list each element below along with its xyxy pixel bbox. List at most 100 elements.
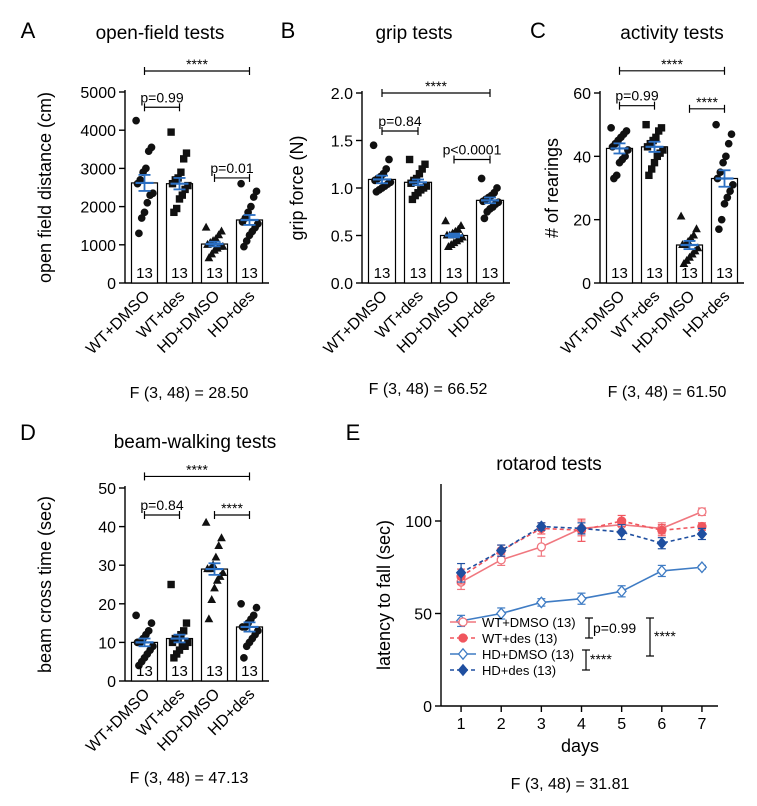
y-tick-label: 50	[98, 481, 116, 498]
data-point	[242, 642, 251, 651]
comparison-label: ****	[186, 56, 208, 72]
x-tick-label: 5	[617, 716, 626, 733]
comparison-label: p=0.99	[615, 88, 658, 104]
legend-label: HD+des (13)	[482, 663, 556, 678]
data-point	[372, 187, 381, 196]
f-statistic: F (3, 48) = 31.81	[511, 776, 630, 793]
comparison-label: p=0.01	[210, 160, 253, 176]
y-tick-label: 0.0	[331, 276, 353, 293]
series-point	[455, 566, 467, 580]
data-point	[135, 661, 143, 670]
x-tick-label: 3	[537, 716, 546, 733]
panel-title: rotarod tests	[496, 454, 602, 475]
n-label: 13	[611, 265, 628, 282]
data-point	[642, 120, 650, 129]
legend-marker	[457, 647, 469, 661]
n-label: 13	[446, 265, 463, 282]
series-point	[536, 542, 547, 552]
data-point	[729, 180, 737, 189]
y-tick-label: 2000	[80, 200, 116, 217]
series-point	[696, 561, 708, 574]
n-label: 13	[241, 265, 258, 282]
y-tick-label: 2.0	[331, 86, 353, 103]
comparison-label: ****	[221, 500, 243, 516]
n-label: 13	[482, 265, 499, 282]
data-point	[210, 583, 219, 592]
n-label: 13	[136, 663, 153, 680]
x-axis-title: days	[561, 736, 599, 756]
data-point	[212, 575, 222, 584]
data-point	[214, 541, 224, 549]
comparison-label: ****	[425, 78, 447, 94]
comparison-label: ****	[186, 461, 208, 477]
n-label: 13	[374, 265, 391, 282]
data-point	[480, 214, 489, 223]
data-point	[719, 158, 727, 167]
x-tick-label: 1	[457, 716, 466, 733]
y-tick-label: 0	[423, 699, 432, 716]
data-point	[441, 216, 450, 225]
series-point	[576, 592, 587, 605]
y-tick-label: 0	[582, 276, 591, 293]
y-tick-label: 10	[98, 635, 116, 652]
data-point	[147, 619, 156, 627]
comparison-label: p<0.0001	[443, 142, 502, 158]
data-point	[180, 155, 188, 163]
data-point	[207, 595, 217, 603]
series-point	[495, 544, 507, 557]
data-point	[645, 171, 653, 180]
y-tick-label: 1000	[80, 238, 116, 255]
y-tick-label: 0	[107, 276, 116, 293]
y-tick-label: 5000	[80, 85, 116, 102]
annotation-label: ****	[590, 651, 612, 667]
annotation-label: ****	[654, 628, 676, 644]
f-statistic: F (3, 48) = 61.50	[608, 384, 727, 401]
data-point	[143, 198, 152, 207]
n-label: 13	[171, 663, 188, 680]
data-point	[132, 611, 140, 620]
data-point	[444, 242, 453, 250]
data-point	[217, 533, 226, 542]
y-tick-label: 30	[98, 558, 116, 575]
y-tick-label: 40	[573, 149, 591, 166]
panel-letter: C	[530, 18, 546, 43]
y-tick-label: 4000	[80, 123, 116, 140]
annotation-label: p=0.99	[593, 620, 636, 636]
f-statistic: F (3, 48) = 66.52	[369, 381, 488, 398]
legend-marker	[458, 617, 468, 627]
series-point	[576, 522, 587, 535]
n-label: 13	[681, 265, 698, 282]
f-statistic: F (3, 48) = 47.13	[130, 770, 249, 787]
y-tick-label: 1.0	[331, 181, 353, 198]
data-point	[137, 214, 146, 222]
data-point	[146, 191, 154, 199]
n-label: 13	[716, 265, 733, 282]
data-point	[692, 224, 701, 233]
series-point	[616, 525, 627, 539]
y-tick-label: 100	[405, 514, 432, 531]
y-axis-title: latency to fall (sec)	[374, 520, 394, 670]
series-point	[657, 525, 667, 535]
panel-title: beam-walking tests	[114, 432, 277, 453]
data-point	[369, 141, 378, 150]
data-point	[648, 165, 656, 173]
data-point	[237, 599, 245, 608]
legend-label: WT+des (13)	[482, 631, 558, 646]
data-point	[607, 123, 615, 132]
data-point	[249, 193, 258, 201]
x-tick-label: 2	[497, 716, 506, 733]
series-point	[617, 516, 627, 526]
data-point	[483, 207, 492, 216]
n-label: 13	[241, 663, 258, 680]
data-point	[175, 195, 184, 203]
data-point	[167, 580, 175, 589]
data-point	[650, 158, 659, 167]
y-tick-label: 0	[107, 674, 116, 691]
data-point	[132, 116, 140, 125]
data-point	[240, 242, 248, 251]
series-point	[656, 536, 668, 550]
y-tick-label: 3000	[80, 161, 116, 178]
data-point	[726, 187, 734, 196]
panel-letter: D	[20, 420, 36, 445]
bar	[605, 147, 634, 284]
